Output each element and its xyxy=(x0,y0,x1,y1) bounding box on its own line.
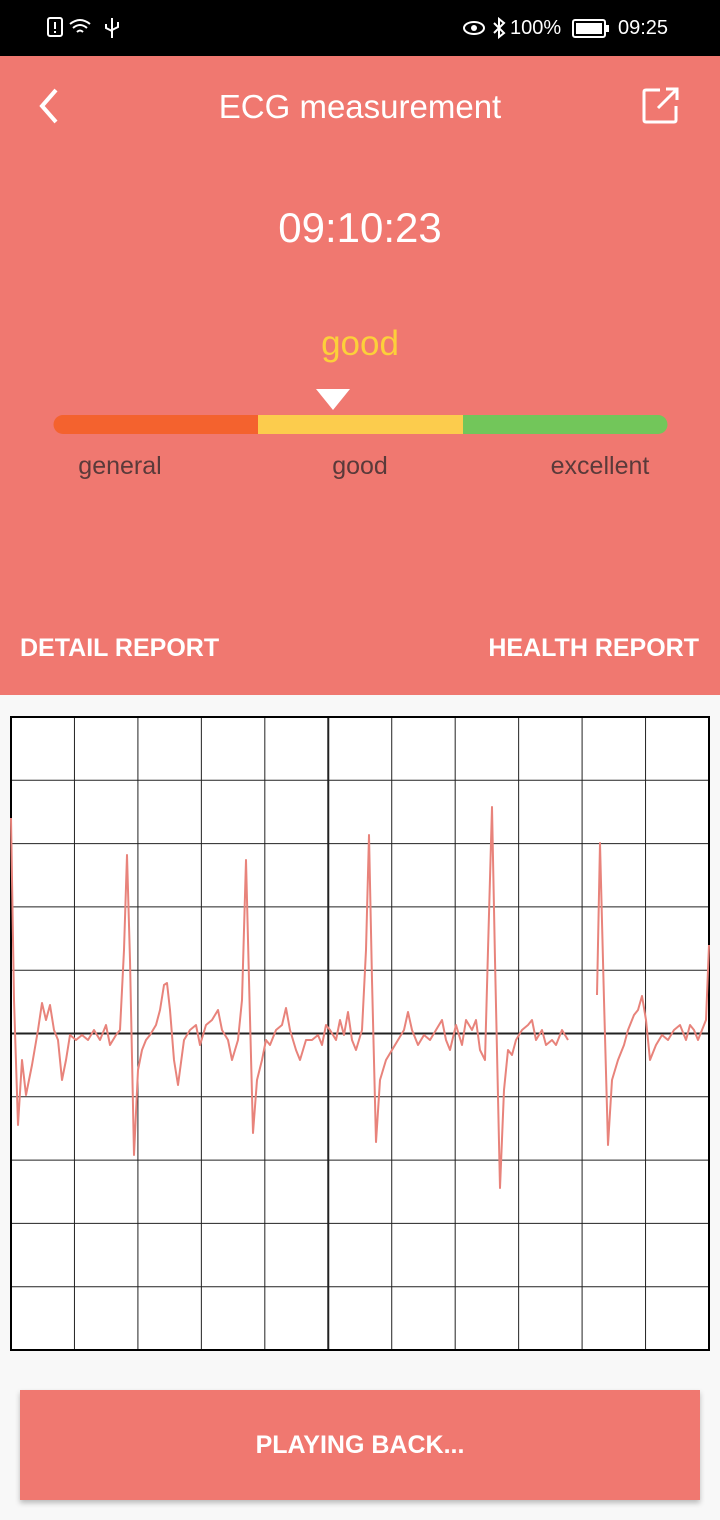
scale-label: good xyxy=(332,452,388,480)
status-icons-left xyxy=(47,17,119,38)
battery-percent: 100% xyxy=(510,17,562,39)
status-bar: 100% 09:25 xyxy=(0,0,720,56)
share-button[interactable] xyxy=(640,86,682,128)
back-button[interactable] xyxy=(34,86,66,126)
ecg-trace xyxy=(596,842,710,1146)
playback-button[interactable]: PLAYING BACK... xyxy=(20,1390,700,1500)
ecg-grid xyxy=(11,717,709,1350)
ecg-trace xyxy=(10,806,569,1189)
health-report-tab[interactable]: HEALTH REPORT xyxy=(488,634,699,662)
header: ECG measurement 09:10:23 good general go… xyxy=(0,56,720,695)
detail-report-tab[interactable]: DETAIL REPORT xyxy=(20,634,220,662)
page-title: ECG measurement xyxy=(218,88,502,125)
scale-label: excellent xyxy=(550,452,650,480)
battery-icon xyxy=(572,19,609,38)
measured-time: 09:10:23 xyxy=(278,204,442,251)
clock: 09:25 xyxy=(618,17,669,39)
rating-value: good xyxy=(321,324,399,363)
ecg-chart xyxy=(10,716,710,1351)
status-icons-right xyxy=(463,16,506,40)
scale-label: general xyxy=(78,452,162,480)
ecg-frame xyxy=(10,716,710,1351)
rating-scale xyxy=(53,389,668,434)
